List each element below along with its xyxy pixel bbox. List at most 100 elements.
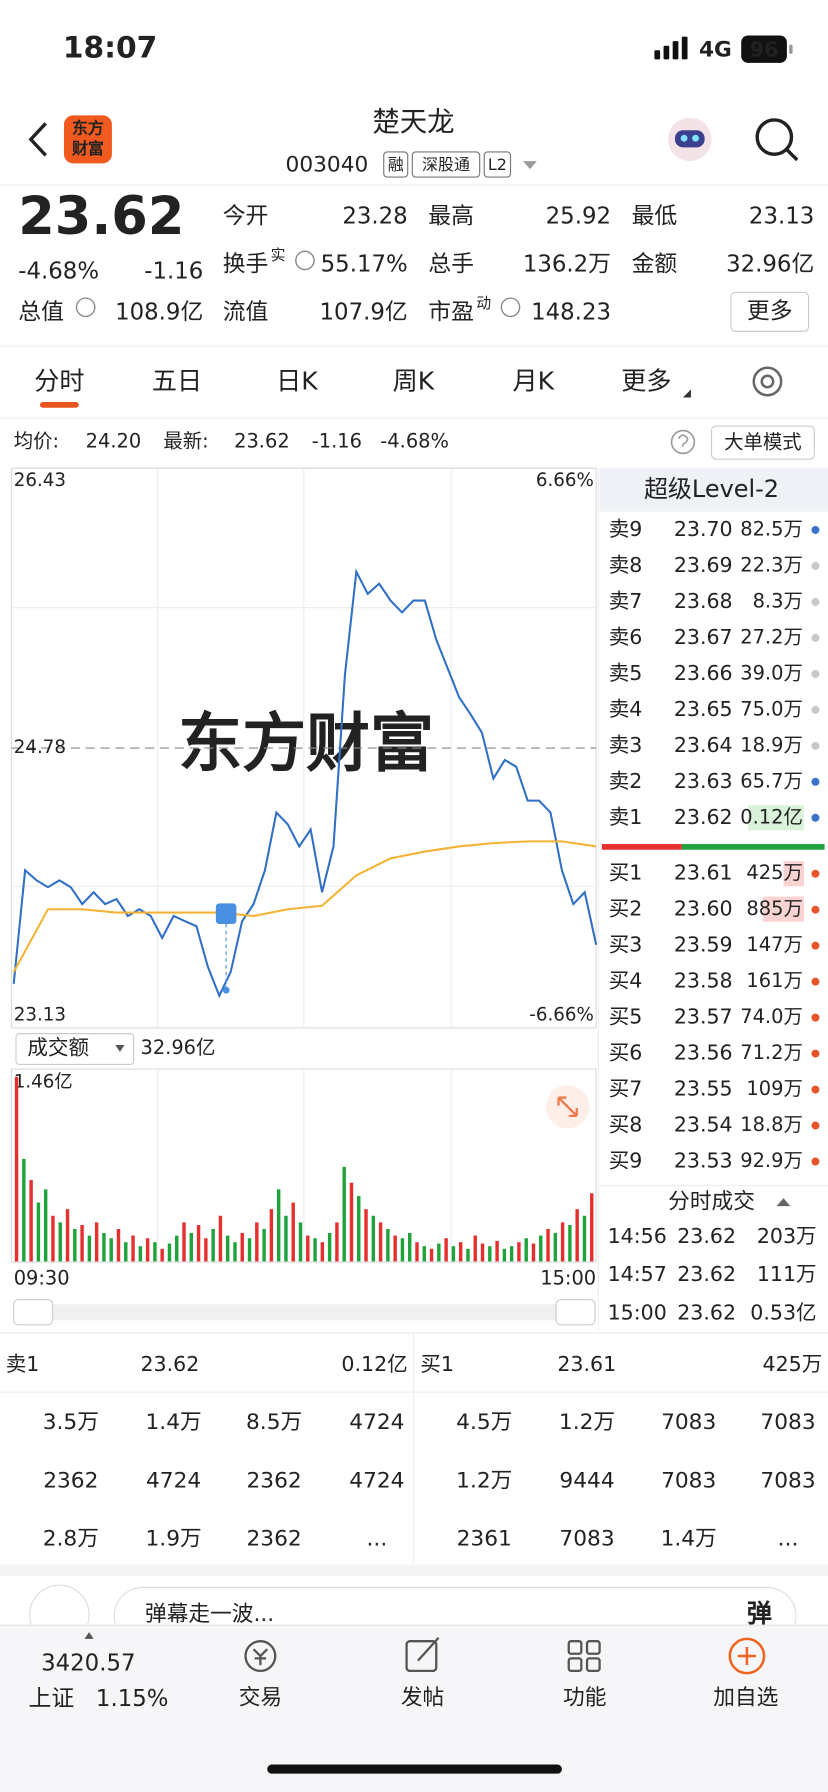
index-change: 1.15%: [96, 1686, 169, 1712]
stat-value: 32.96亿: [726, 252, 814, 278]
volume-bar: [378, 1222, 383, 1263]
order-cell: 7083: [760, 1410, 815, 1435]
volume-bar: [437, 1243, 441, 1263]
volume-highlight: [748, 805, 805, 831]
scroll-handle-left[interactable]: [13, 1299, 54, 1326]
volume-bar: [517, 1242, 521, 1263]
trade-icon[interactable]: [244, 1640, 277, 1673]
signal-icon: [654, 36, 688, 60]
tab[interactable]: 周K: [393, 367, 435, 396]
tab[interactable]: 分时: [34, 367, 84, 396]
nav-item[interactable]: 发帖: [401, 1685, 444, 1710]
volume-bar: [116, 1228, 121, 1263]
level-volume: 22.3万: [740, 553, 803, 576]
trade-volume: 203万: [757, 1224, 817, 1248]
volume-bar: [480, 1243, 485, 1263]
volume-selector[interactable]: [15, 1033, 135, 1066]
help-icon[interactable]: [670, 429, 696, 455]
function-icon[interactable]: [567, 1640, 601, 1673]
order-book-header-bg: [599, 468, 828, 512]
selector-arrow: [115, 1045, 125, 1052]
volume-bar: [524, 1238, 528, 1263]
index-value: 3420.57: [41, 1651, 135, 1677]
latest-change: -1.16: [312, 430, 362, 453]
dropdown-arrow[interactable]: [523, 161, 537, 170]
level-price: 23.53: [674, 1149, 733, 1173]
stat-label: 换手: [223, 252, 269, 278]
back-button[interactable]: [28, 122, 47, 157]
nav-item[interactable]: 加自选: [713, 1685, 778, 1710]
bid-label: 买1: [420, 1352, 454, 1376]
order-cell: 4724: [349, 1410, 404, 1435]
tab[interactable]: 日K: [276, 367, 318, 396]
trades-title: 分时成交: [668, 1190, 755, 1215]
volume-bar: [262, 1228, 266, 1263]
add-watch-icon[interactable]: [728, 1637, 766, 1675]
signal-marker[interactable]: [215, 903, 237, 924]
level-volume: 161万: [746, 969, 802, 992]
volume-bar: [73, 1228, 77, 1263]
collapse-arrow[interactable]: [776, 1198, 791, 1207]
clock: 18:07: [63, 31, 158, 66]
level-dot: [811, 869, 820, 878]
volume-bar: [36, 1202, 41, 1263]
volume-bar: [539, 1235, 543, 1263]
order-cell: 1.4万: [146, 1410, 202, 1435]
settings-icon[interactable]: [752, 366, 783, 397]
level-label: 买3: [609, 933, 643, 957]
level-dot: [811, 741, 820, 750]
order-cell: 4724: [146, 1468, 201, 1493]
more-button[interactable]: [730, 291, 810, 332]
volume-bar: [393, 1235, 397, 1263]
tab[interactable]: 五日: [152, 367, 202, 396]
level-label: 卖6: [609, 625, 643, 649]
tag-boxes: [383, 151, 512, 178]
nav-item[interactable]: 交易: [239, 1685, 282, 1710]
volume-bar: [29, 1180, 33, 1263]
post-icon[interactable]: [405, 1637, 440, 1673]
level-price: 23.64: [674, 733, 733, 757]
scroll-track: [13, 1304, 594, 1321]
mode-button[interactable]: [710, 425, 815, 460]
network: 4G: [699, 37, 732, 62]
scroll-handle-right[interactable]: [555, 1299, 596, 1326]
tab[interactable]: 月K: [513, 367, 555, 396]
volume-bar: [342, 1166, 346, 1263]
order-cell: 3.5万: [43, 1410, 99, 1435]
level-label: 卖5: [609, 661, 643, 685]
stat-label-sup: 动: [476, 295, 491, 312]
watermark: 东方财富: [178, 708, 434, 782]
level-volume: 8.3万: [753, 589, 803, 612]
level-label: 买2: [609, 897, 643, 921]
tab-indicator: [39, 402, 79, 408]
expand-icon[interactable]: [545, 1085, 590, 1129]
x-tick-label: 15:00: [540, 1267, 596, 1290]
ask-volume: 0.12亿: [341, 1352, 407, 1376]
volume-bar: [276, 1189, 281, 1263]
volume-bar: [335, 1222, 339, 1263]
average-line: [12, 840, 597, 973]
battery-level: 96: [750, 37, 779, 61]
volume-highlight: [762, 896, 805, 922]
stat-label: 总值: [18, 299, 64, 325]
level-volume: 109万: [746, 1077, 802, 1100]
level-dot: [811, 561, 820, 570]
level-label: 买9: [609, 1149, 643, 1173]
stat-label: 今开: [223, 204, 269, 230]
order-cell: 9444: [559, 1468, 614, 1493]
info-icons: [75, 250, 521, 318]
level-price: 23.70: [674, 517, 733, 541]
stock-name: 楚天龙: [372, 107, 454, 138]
level-dot: [811, 1049, 820, 1058]
tab[interactable]: 更多: [621, 367, 671, 396]
level-label: 买7: [609, 1077, 643, 1101]
bottom-nav: [0, 1625, 828, 1792]
assistant-icon[interactable]: [668, 117, 712, 162]
stat-label-sup: 实: [271, 247, 286, 264]
nav-item[interactable]: 功能: [563, 1685, 606, 1710]
search-icon[interactable]: [755, 118, 799, 162]
stat-value: 23.13: [749, 204, 814, 230]
level-volume: 27.2万: [740, 625, 803, 648]
level-price: 23.65: [674, 697, 733, 721]
